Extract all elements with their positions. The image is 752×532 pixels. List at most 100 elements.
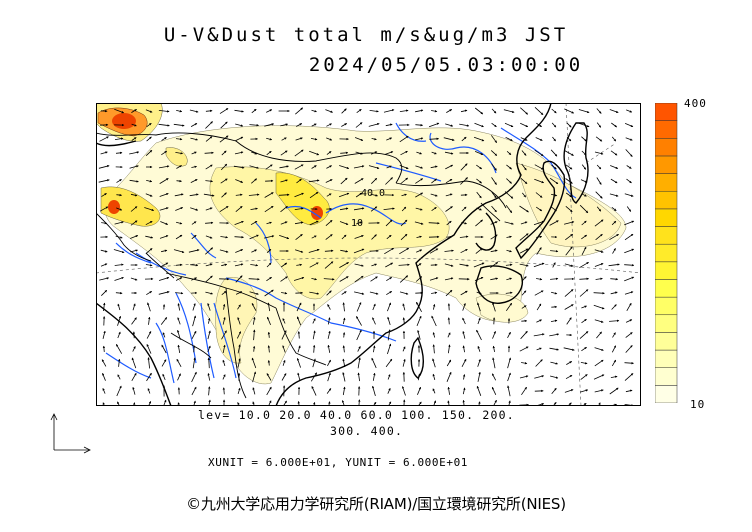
wind-vector: [430, 165, 438, 169]
wind-vector: [147, 388, 151, 394]
wind-vector: [552, 262, 556, 268]
wind-vector: [593, 304, 605, 310]
wind-vector: [342, 317, 346, 325]
wind-vector: [145, 193, 153, 197]
wind-vector: [491, 205, 497, 213]
wind-vector: [476, 385, 482, 396]
wind-vector: [295, 137, 303, 141]
wind-vector: [432, 332, 436, 338]
wind-vector: [581, 136, 587, 142]
wind-vector: [612, 332, 616, 338]
wind-vector: [385, 177, 393, 185]
wind-vector: [98, 165, 110, 169]
wind-vector: [384, 247, 395, 255]
wind-vector: [430, 193, 438, 197]
wind-vector: [383, 109, 395, 113]
wind-vector: [474, 277, 484, 281]
wind-vector: [535, 137, 543, 141]
wind-vector: [131, 109, 137, 113]
wind-vector: [191, 151, 197, 155]
wind-vector: [158, 165, 170, 169]
wind-vector: [416, 315, 422, 327]
wind-vector: [339, 276, 349, 282]
wind-vector: [267, 360, 271, 366]
wind-vector: [101, 193, 107, 197]
wind-vector: [158, 110, 170, 113]
wind-vector: [297, 331, 301, 339]
colorbar-min-label: 10: [690, 398, 706, 411]
wind-vector: [220, 236, 228, 239]
wind-vector: [326, 193, 332, 197]
wind-vector: [294, 149, 304, 157]
wind-vector: [327, 317, 331, 325]
wind-vector: [476, 178, 482, 184]
wind-vector: [117, 303, 121, 311]
wind-vector: [431, 206, 437, 212]
wind-vector: [564, 150, 574, 156]
wind-vector: [473, 262, 485, 268]
wind-vector: [387, 316, 391, 326]
wind-vector: [536, 319, 542, 323]
wind-vector: [477, 345, 481, 352]
wind-vector: [595, 136, 603, 142]
wind-vector: [371, 234, 377, 240]
wind-vector: [266, 276, 272, 282]
wind-vector: [251, 108, 257, 114]
wind-vector: [251, 357, 257, 369]
wind-vector: [431, 178, 437, 184]
wind-vector: [117, 331, 121, 339]
wind-vector: [323, 278, 335, 281]
wind-vector: [624, 123, 634, 127]
wind-vector: [371, 137, 377, 141]
wind-vector: [566, 361, 573, 365]
wind-vector: [490, 150, 498, 156]
wind-vector: [415, 165, 423, 169]
wind-vector: [249, 124, 259, 127]
wind-vector: [460, 248, 468, 254]
wind-vector: [325, 179, 333, 183]
wind-vector: [100, 151, 108, 155]
wind-vector: [581, 150, 587, 156]
wind-vector: [175, 221, 183, 225]
wind-vector: [342, 302, 345, 312]
wind-vector: [504, 191, 514, 199]
wind-vector: [416, 301, 422, 312]
wind-vector: [564, 108, 575, 114]
wind-vector: [505, 291, 513, 295]
wind-vector: [355, 122, 363, 128]
wind-vector: [462, 374, 466, 380]
wind-vector: [296, 263, 303, 267]
wind-vector: [521, 192, 527, 198]
wind-vector: [566, 122, 572, 128]
wind-vector: [565, 205, 573, 213]
wind-vector: [236, 331, 242, 339]
wind-vector: [611, 304, 617, 310]
wind-vector: [473, 136, 485, 142]
dust-peak-northwest: [112, 113, 136, 129]
wind-vector: [536, 235, 543, 239]
wind-vector: [281, 330, 287, 340]
wind-vector: [281, 291, 288, 295]
wind-vector: [146, 180, 153, 183]
wind-vector: [237, 358, 241, 368]
wind-vector: [175, 277, 183, 281]
wind-vector: [580, 362, 588, 365]
wind-vector: [534, 375, 545, 379]
wind-vector: [251, 178, 258, 184]
wind-vector: [325, 234, 333, 240]
wind-vector: [312, 318, 316, 324]
wind-vector: [461, 358, 467, 367]
wind-vector: [431, 315, 437, 327]
wind-vector: [550, 149, 558, 157]
wind-vector: [448, 344, 451, 354]
wind-vector: [399, 135, 409, 143]
wind-vector: [116, 193, 122, 197]
wind-vector: [342, 358, 346, 368]
dust-peak-west: [108, 200, 120, 214]
wind-vector: [237, 317, 241, 325]
wind-vector: [356, 329, 362, 341]
wind-vector: [624, 248, 635, 254]
wind-vector: [175, 234, 183, 240]
colorbar-step: [655, 243, 678, 263]
wind-vector: [113, 249, 125, 254]
